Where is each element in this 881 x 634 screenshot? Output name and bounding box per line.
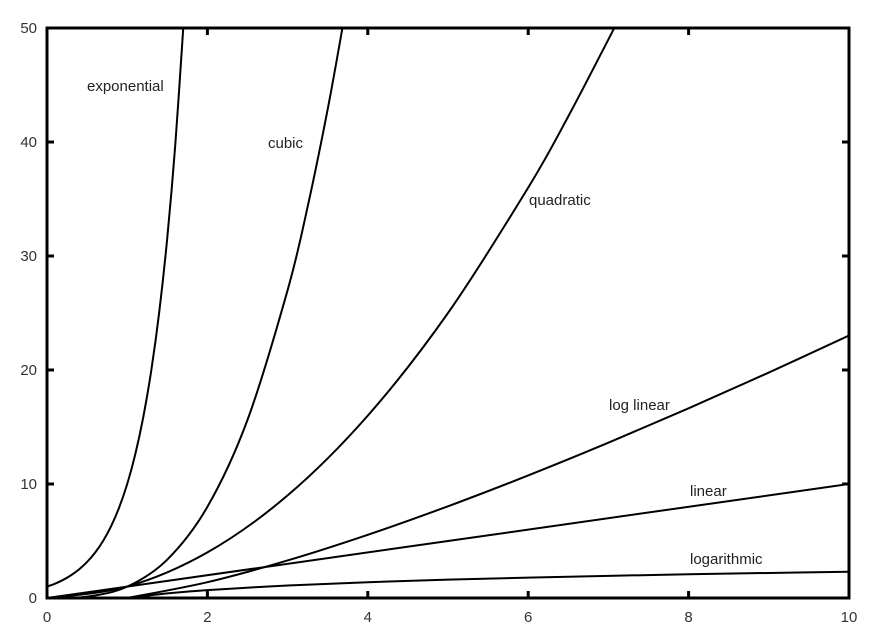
x-tick-label: 8 bbox=[684, 609, 692, 626]
plot-frame bbox=[45, 26, 851, 600]
curve bbox=[47, 28, 185, 588]
curve bbox=[47, 28, 344, 598]
x-tick-label: 10 bbox=[841, 609, 858, 626]
curve-label: log linear bbox=[609, 397, 670, 414]
curve-label: quadratic bbox=[529, 192, 591, 209]
curve bbox=[47, 28, 616, 598]
x-tick-label: 6 bbox=[524, 609, 532, 626]
y-tick-label: 30 bbox=[20, 248, 37, 265]
curve-label: linear bbox=[690, 483, 727, 500]
plot-area bbox=[47, 28, 849, 598]
curve-label: logarithmic bbox=[690, 551, 763, 568]
y-tick-label: 40 bbox=[20, 134, 37, 151]
curve bbox=[127, 570, 849, 598]
x-tick-label: 2 bbox=[203, 609, 211, 626]
y-tick-label: 0 bbox=[29, 590, 37, 607]
curve bbox=[127, 334, 849, 598]
x-tick-label: 4 bbox=[364, 609, 372, 626]
y-tick-label: 10 bbox=[20, 476, 37, 493]
x-tick-label: 0 bbox=[43, 609, 51, 626]
y-tick-label: 50 bbox=[20, 20, 37, 37]
curve bbox=[47, 483, 849, 598]
curve-label: cubic bbox=[268, 135, 304, 152]
y-tick-label: 20 bbox=[20, 362, 37, 379]
curve-label: exponential bbox=[87, 78, 164, 95]
